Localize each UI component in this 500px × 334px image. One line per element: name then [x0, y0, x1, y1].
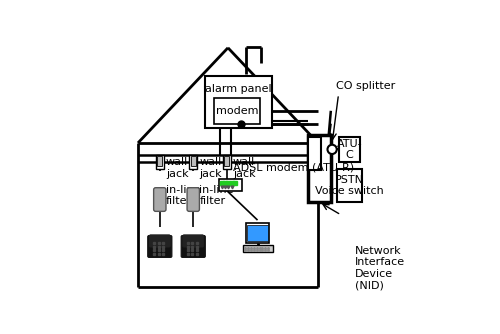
FancyBboxPatch shape [154, 188, 166, 211]
Circle shape [328, 145, 336, 154]
Bar [338, 169, 361, 202]
FancyBboxPatch shape [181, 235, 206, 258]
Text: wall
jack: wall jack [166, 157, 188, 179]
FancyBboxPatch shape [182, 235, 204, 247]
Bar [157, 156, 162, 166]
FancyBboxPatch shape [187, 188, 200, 211]
Bar [222, 155, 231, 169]
Text: modem: modem [216, 106, 258, 116]
Bar [156, 155, 164, 169]
Bar [244, 245, 273, 252]
Text: ADSL modem (ATU-R): ADSL modem (ATU-R) [233, 163, 354, 173]
FancyBboxPatch shape [150, 235, 171, 247]
Bar [338, 137, 360, 162]
Text: ATU-
C: ATU- C [336, 139, 362, 160]
Text: wall
jack: wall jack [200, 157, 222, 179]
Bar [308, 135, 331, 202]
Bar [219, 179, 242, 190]
Bar [190, 156, 196, 166]
Bar [247, 225, 268, 241]
Bar [205, 76, 272, 128]
Text: PSTN
Voice switch: PSTN Voice switch [315, 175, 384, 196]
Text: wall
jack: wall jack [233, 157, 256, 179]
Text: in-line
filter: in-line filter [166, 185, 200, 206]
Bar [246, 223, 269, 243]
Bar [224, 156, 229, 166]
Bar [189, 155, 198, 169]
Text: alarm panel: alarm panel [205, 84, 272, 94]
Bar [214, 98, 260, 124]
FancyBboxPatch shape [148, 235, 172, 258]
Text: Network
Interface
Device
(NID): Network Interface Device (NID) [356, 246, 406, 291]
Text: in-line
filter: in-line filter [200, 185, 234, 206]
Bar [308, 137, 320, 170]
Text: CO splitter: CO splitter [336, 81, 395, 92]
